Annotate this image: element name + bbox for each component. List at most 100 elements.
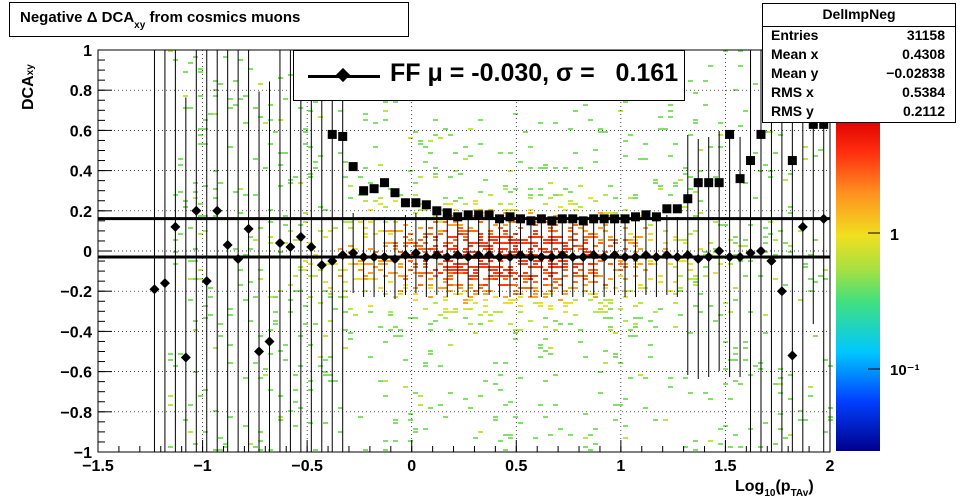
heatmap-cell [503, 242, 508, 244]
heatmap-cell [773, 278, 778, 280]
heatmap-cell [538, 347, 543, 349]
stats-row: RMS x 0.5384 [771, 84, 945, 104]
heatmap-cell [383, 293, 388, 295]
heatmap-cell [348, 197, 353, 199]
heatmap-cell [593, 269, 598, 271]
heatmap-cell [463, 317, 468, 319]
heatmap-cell [493, 242, 498, 244]
heatmap-cell [613, 353, 618, 355]
heatmap-cell [563, 188, 568, 190]
heatmap-cell [193, 329, 198, 331]
heatmap-cell [688, 392, 693, 394]
heatmap-cell [178, 233, 183, 235]
heatmap-cell [538, 404, 543, 406]
heatmap-cell [458, 266, 463, 268]
heatmap-cell [778, 230, 783, 232]
heatmap-cell [513, 416, 518, 418]
heatmap-cell [308, 389, 313, 391]
mean-point [525, 252, 536, 263]
heatmap-cell [513, 233, 518, 235]
heatmap-cell [573, 203, 578, 205]
heatmap-cell [628, 233, 633, 235]
heatmap-cell [358, 176, 363, 178]
heatmap-cell [423, 242, 428, 244]
heatmap-cell [563, 209, 568, 211]
heatmap-cell [553, 236, 558, 238]
heatmap-cell [768, 233, 773, 235]
heatmap-cell [708, 305, 713, 307]
heatmap-cell [468, 407, 473, 409]
heatmap-cell [228, 98, 233, 100]
heatmap-cell [448, 311, 453, 313]
heatmap-cell [583, 290, 588, 292]
heatmap-cell [188, 107, 193, 109]
heatmap-cell [193, 443, 198, 445]
heatmap-cell [243, 122, 248, 124]
heatmap-cell [693, 278, 698, 280]
heatmap-cell [473, 266, 478, 268]
heatmap-cell [483, 242, 488, 244]
heatmap-cell [493, 419, 498, 421]
heatmap-cell [583, 275, 588, 277]
heatmap-cell [413, 293, 418, 295]
heatmap-cell [503, 269, 508, 271]
heatmap-cell [708, 242, 713, 244]
heatmap-cell [428, 140, 433, 142]
heatmap-cell [348, 308, 353, 310]
heatmap-cell [473, 275, 478, 277]
heatmap-cell [543, 326, 548, 328]
heatmap-cell [493, 296, 498, 298]
mean-point [484, 250, 495, 261]
heatmap-cell [568, 434, 573, 436]
heatmap-cell [558, 299, 563, 301]
heatmap-cell [618, 260, 623, 262]
heatmap-cell [278, 119, 283, 121]
x-tick-label: 1 [616, 458, 625, 475]
heatmap-cell [623, 101, 628, 103]
heatmap-cell [258, 449, 263, 451]
heatmap-cell [508, 401, 513, 403]
heatmap-cell [778, 368, 783, 370]
y-tick-label: 0.2 [70, 204, 92, 221]
heatmap-cell [513, 242, 518, 244]
heatmap-cell [358, 260, 363, 262]
heatmap-cell [463, 248, 468, 250]
mean-point [588, 250, 599, 261]
heatmap-cell [668, 386, 673, 388]
heatmap-cell [473, 293, 478, 295]
y-tick-label: 0.6 [70, 123, 92, 140]
heatmap-cell [533, 242, 538, 244]
heatmap-cell [473, 269, 478, 271]
heatmap-cell [648, 278, 653, 280]
heatmap-cell [798, 230, 803, 232]
heatmap-cell [628, 242, 633, 244]
heatmap-cell [743, 245, 748, 247]
heatmap-cell [488, 230, 493, 232]
heatmap-cell [728, 359, 733, 361]
heatmap-cell [233, 191, 238, 193]
heatmap-cell [558, 236, 563, 238]
heatmap-cell [343, 161, 348, 163]
heatmap-cell [423, 266, 428, 268]
heatmap-cell [423, 308, 428, 310]
mean-point [306, 241, 317, 252]
heatmap-cell [378, 380, 383, 382]
heatmap-cell [408, 254, 413, 256]
heatmap-cell [708, 398, 713, 400]
heatmap-cell [593, 296, 598, 298]
heatmap-cell [383, 395, 388, 397]
heatmap-cell [423, 233, 428, 235]
heatmap-cell [278, 350, 283, 352]
heatmap-cell [598, 254, 603, 256]
heatmap-cell [538, 344, 543, 346]
heatmap-cell [408, 233, 413, 235]
heatmap-cell [498, 203, 503, 205]
heatmap-cell [513, 332, 518, 334]
heatmap-cell [398, 275, 403, 277]
heatmap-cell [333, 227, 338, 229]
heatmap-cell [443, 287, 448, 289]
heatmap-cell [518, 422, 523, 424]
heatmap-cell [603, 299, 608, 301]
mean-point [473, 250, 484, 261]
heatmap-cell [293, 389, 298, 391]
